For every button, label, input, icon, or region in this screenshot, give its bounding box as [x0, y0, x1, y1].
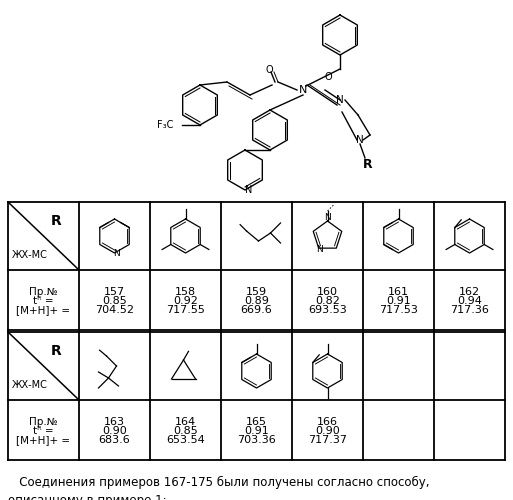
Text: 0.85: 0.85 — [102, 296, 127, 306]
Text: 0.82: 0.82 — [315, 296, 340, 306]
Text: 0.89: 0.89 — [244, 296, 269, 306]
Text: R: R — [363, 158, 373, 172]
Text: 0.92: 0.92 — [173, 296, 198, 306]
Text: 165: 165 — [246, 417, 267, 427]
Text: 161: 161 — [388, 287, 409, 297]
Text: N: N — [299, 85, 307, 95]
Text: tᴿ =: tᴿ = — [33, 426, 54, 436]
Text: Пр.№: Пр.№ — [29, 287, 58, 297]
Text: 703.36: 703.36 — [237, 435, 276, 445]
Text: 717.53: 717.53 — [379, 305, 418, 315]
Text: N: N — [317, 244, 323, 254]
Text: 0.94: 0.94 — [457, 296, 482, 306]
Text: 683.6: 683.6 — [98, 435, 130, 445]
Text: F₃C: F₃C — [157, 120, 173, 130]
Text: Соединения примеров 167-175 были получены согласно способу,: Соединения примеров 167-175 были получен… — [8, 476, 429, 489]
Text: 160: 160 — [317, 287, 338, 297]
Text: 669.6: 669.6 — [241, 305, 272, 315]
Text: N: N — [324, 212, 331, 222]
Text: O: O — [324, 72, 332, 82]
Text: 717.36: 717.36 — [450, 305, 489, 315]
Text: 0.90: 0.90 — [315, 426, 340, 436]
Text: N: N — [336, 95, 344, 105]
Text: tᴿ =: tᴿ = — [33, 296, 54, 306]
Text: описанному в примере 1:: описанному в примере 1: — [8, 494, 167, 500]
Text: N: N — [113, 250, 120, 258]
Text: 164: 164 — [175, 417, 196, 427]
Text: 653.54: 653.54 — [166, 435, 205, 445]
Text: ЖХ-МС: ЖХ-МС — [11, 250, 47, 260]
Text: 0.91: 0.91 — [386, 296, 411, 306]
Text: 166: 166 — [317, 417, 338, 427]
Text: [M+H]+ =: [M+H]+ = — [16, 305, 71, 315]
Text: N: N — [356, 135, 364, 145]
Text: 0.85: 0.85 — [173, 426, 198, 436]
Text: Пр.№: Пр.№ — [29, 417, 58, 427]
Text: 163: 163 — [104, 417, 125, 427]
Text: 704.52: 704.52 — [95, 305, 134, 315]
Text: 717.37: 717.37 — [308, 435, 347, 445]
Text: 157: 157 — [104, 287, 125, 297]
Text: 158: 158 — [175, 287, 196, 297]
Text: 0.90: 0.90 — [102, 426, 127, 436]
Text: O: O — [265, 65, 273, 75]
Text: N: N — [245, 185, 253, 195]
Text: 162: 162 — [459, 287, 480, 297]
Text: [M+H]+ =: [M+H]+ = — [16, 435, 71, 445]
Text: R: R — [51, 344, 62, 358]
Text: 693.53: 693.53 — [308, 305, 347, 315]
Text: ЖХ-МС: ЖХ-МС — [11, 380, 47, 390]
Text: R: R — [51, 214, 62, 228]
Text: 0.91: 0.91 — [244, 426, 269, 436]
Text: 717.55: 717.55 — [166, 305, 205, 315]
Text: 159: 159 — [246, 287, 267, 297]
